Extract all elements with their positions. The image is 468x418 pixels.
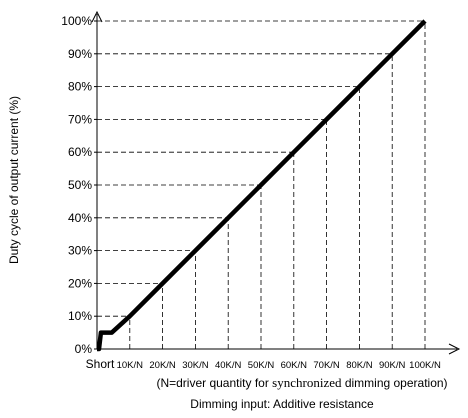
x-axis-arrow — [448, 343, 461, 355]
grid-lines — [97, 20, 426, 349]
y-tick-label: 10% — [68, 309, 92, 323]
y-axis-arrow — [91, 10, 103, 23]
series-line — [96, 19, 427, 352]
x-tick-label: 10K/N — [117, 360, 144, 371]
y-axis-label: Duty cycle of output current (%) — [7, 96, 21, 264]
x-axis-label: Dimming input: Additive resistance — [190, 397, 374, 411]
x-tick-labels: Short 10K/N 20K/N 30K/N 40K/N 50K/N 60K/N 70K/N… — [86, 357, 441, 371]
axes — [91, 10, 461, 355]
y-tick-label: 80% — [68, 80, 92, 94]
x-axis-note-suffix: dimming operation) — [341, 376, 447, 390]
x-tick-label: 90K/N — [379, 360, 406, 371]
y-tick-labels: 0% 10% 20% 30% 40% 50% 60% 70% 80% 90% 100% — [61, 14, 97, 356]
y-tick-label: 50% — [68, 178, 92, 192]
x-tick-label: 80K/N — [346, 360, 373, 371]
x-axis-note-emphasis: synchronized — [272, 375, 342, 390]
y-tick-label: 100% — [61, 14, 92, 28]
x-tick-label: 100K/N — [409, 360, 441, 371]
y-tick-label: 20% — [68, 276, 92, 290]
x-tick-label: Short — [86, 357, 115, 371]
x-tick-label: 70K/N — [313, 360, 340, 371]
x-tick-label: 20K/N — [149, 360, 176, 371]
x-axis-note-prefix: (N=driver quantity for — [156, 376, 272, 390]
y-tick-label: 30% — [68, 244, 92, 258]
x-tick-label: 50K/N — [248, 360, 275, 371]
x-tick-label: 40K/N — [215, 360, 242, 371]
y-tick-label: 0% — [75, 342, 93, 356]
x-tick-label: 60K/N — [281, 360, 308, 371]
y-tick-label: 90% — [68, 47, 92, 61]
y-tick-label: 70% — [68, 112, 92, 126]
y-tick-label: 60% — [68, 145, 92, 159]
x-tick-label: 30K/N — [182, 360, 209, 371]
x-axis-note: (N=driver quantity for synchronized dimm… — [156, 375, 447, 390]
y-tick-label: 40% — [68, 211, 92, 225]
